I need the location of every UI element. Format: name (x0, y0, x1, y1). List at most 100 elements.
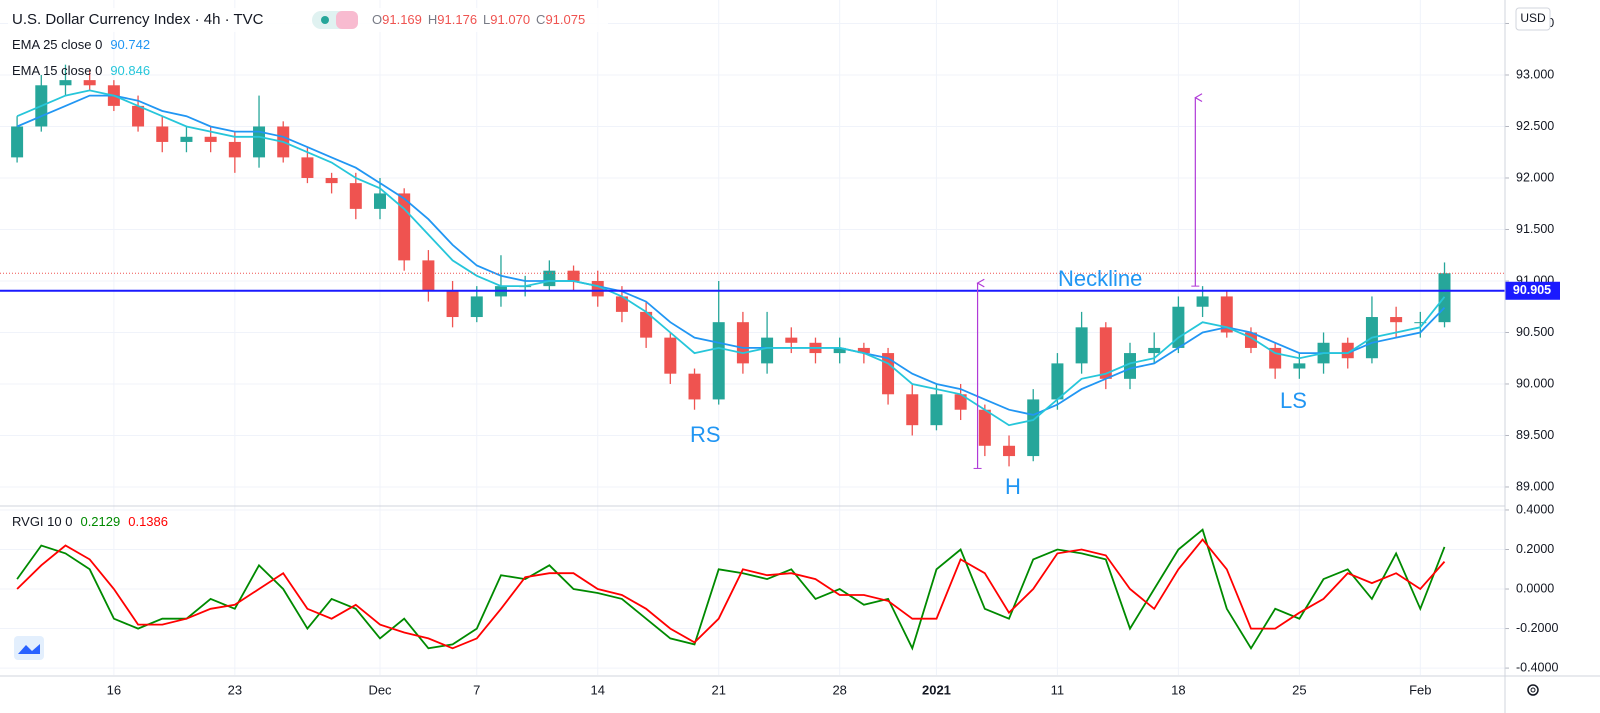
y-tick-label: 92.000 (1516, 170, 1554, 184)
ohlc-value: 91.075 (545, 12, 585, 27)
candle-body (422, 260, 435, 292)
candle-body (1172, 306, 1185, 348)
ohlc-key: O (372, 12, 382, 27)
candle-body (156, 126, 169, 142)
candle-body (785, 337, 798, 343)
indicator-value: 90.742 (110, 37, 150, 52)
candle-body (640, 311, 653, 338)
status-pill-red (336, 11, 358, 29)
candle-body (374, 193, 386, 209)
candle-body (1003, 445, 1016, 457)
candle-body (712, 322, 725, 400)
candle-body (833, 347, 846, 354)
candle-body (1124, 353, 1136, 379)
candle-body (954, 394, 967, 410)
candle-body (1051, 363, 1064, 400)
y-tick-label: 89.500 (1516, 428, 1554, 442)
candle-body (1293, 363, 1306, 369)
x-tick-label: 7 (473, 682, 480, 697)
x-tick-label: 14 (591, 682, 605, 697)
candle-body (882, 353, 895, 395)
logo (14, 636, 44, 660)
candle-body (349, 183, 362, 209)
candle-body (204, 136, 217, 142)
gear-hub (1530, 687, 1536, 693)
logo-shape (18, 644, 40, 654)
x-tick-label: 18 (1171, 682, 1185, 697)
indicator-value: 0.1386 (128, 514, 168, 529)
candle-body (930, 394, 943, 426)
candle-body (325, 177, 338, 184)
y-tick-label: 0.0000 (1516, 581, 1554, 595)
candle-body (1341, 342, 1354, 359)
annotation: RS (690, 422, 721, 447)
chart-title: U.S. Dollar Currency Index · 4h · TVC (12, 11, 264, 28)
ohlc-value: 91.169 (382, 12, 422, 27)
currency-label: USD (1520, 11, 1546, 25)
candle-body (1148, 347, 1161, 354)
candle-body (736, 322, 749, 364)
candle-body (301, 157, 314, 178)
candle-body (132, 105, 145, 127)
x-tick-label: 16 (107, 682, 121, 697)
y-tick-label: -0.2000 (1516, 621, 1558, 635)
candle-body (567, 270, 580, 281)
ohlc-value: 91.176 (437, 12, 477, 27)
candle-body (688, 373, 701, 400)
candle-body (1390, 317, 1403, 323)
candle-body (1220, 296, 1233, 333)
x-tick-label: 21 (711, 682, 725, 697)
candle-body (253, 126, 266, 158)
candle-body (978, 409, 991, 446)
price-label: 90.905 (1513, 283, 1551, 297)
indicator-name: RVGI 10 0 (12, 514, 72, 529)
indicator-value: 90.846 (110, 63, 150, 78)
candle-body (398, 193, 411, 261)
x-tick-label: Dec (368, 682, 392, 697)
ohlc-key: H (428, 12, 437, 27)
y-tick-label: 0.4000 (1516, 502, 1554, 516)
indicator-legend: EMA 25 close 0 90.742 (12, 37, 150, 52)
indicator-name: EMA 15 close 0 (12, 63, 102, 78)
candle-body (761, 337, 774, 364)
candle-body (228, 141, 241, 158)
ohlc-key: L (483, 12, 490, 27)
candle-body (906, 394, 919, 426)
y-tick-label: 90.000 (1516, 376, 1554, 390)
candle-body (59, 80, 72, 86)
y-tick-label: -0.4000 (1516, 660, 1558, 674)
candle-body (446, 291, 459, 318)
x-tick-label: 28 (832, 682, 846, 697)
candle-body (857, 347, 870, 354)
ohlc-value: 91.070 (490, 12, 530, 27)
legend-bg (8, 8, 608, 32)
candle-body (180, 136, 193, 142)
candle-body (470, 296, 483, 318)
annotation: Neckline (1058, 266, 1142, 291)
series-line (16, 89, 1446, 427)
candle-body (1414, 322, 1427, 324)
y-tick-label: 90.500 (1516, 325, 1554, 339)
x-tick-label: Feb (1409, 682, 1431, 697)
indicator-legend: EMA 15 close 0 90.846 (12, 63, 150, 78)
candle-body (1196, 296, 1209, 307)
x-tick-label: 2021 (922, 682, 951, 697)
annotation: LS (1280, 388, 1307, 413)
ohlc-key: C (536, 12, 545, 27)
y-tick-label: 92.500 (1516, 119, 1554, 133)
settings-icon[interactable] (1527, 684, 1539, 696)
x-tick-label: 11 (1051, 682, 1065, 697)
currency-box (1515, 7, 1551, 31)
overlay: 16 23 Dec 7 14 21 28 2021 11 18 25 Feb 89.000 89.500 9… (0, 7, 1560, 697)
status-dot (321, 16, 329, 24)
grid (0, 0, 1505, 675)
candle-body (615, 296, 628, 312)
candle-body (1075, 327, 1088, 364)
y-tick-label: 91.500 (1516, 222, 1554, 236)
candle-body (664, 337, 677, 374)
y-tick-label: 0.2000 (1516, 542, 1554, 556)
x-tick-label: 23 (228, 682, 242, 697)
x-tick-label: 25 (1292, 682, 1306, 697)
